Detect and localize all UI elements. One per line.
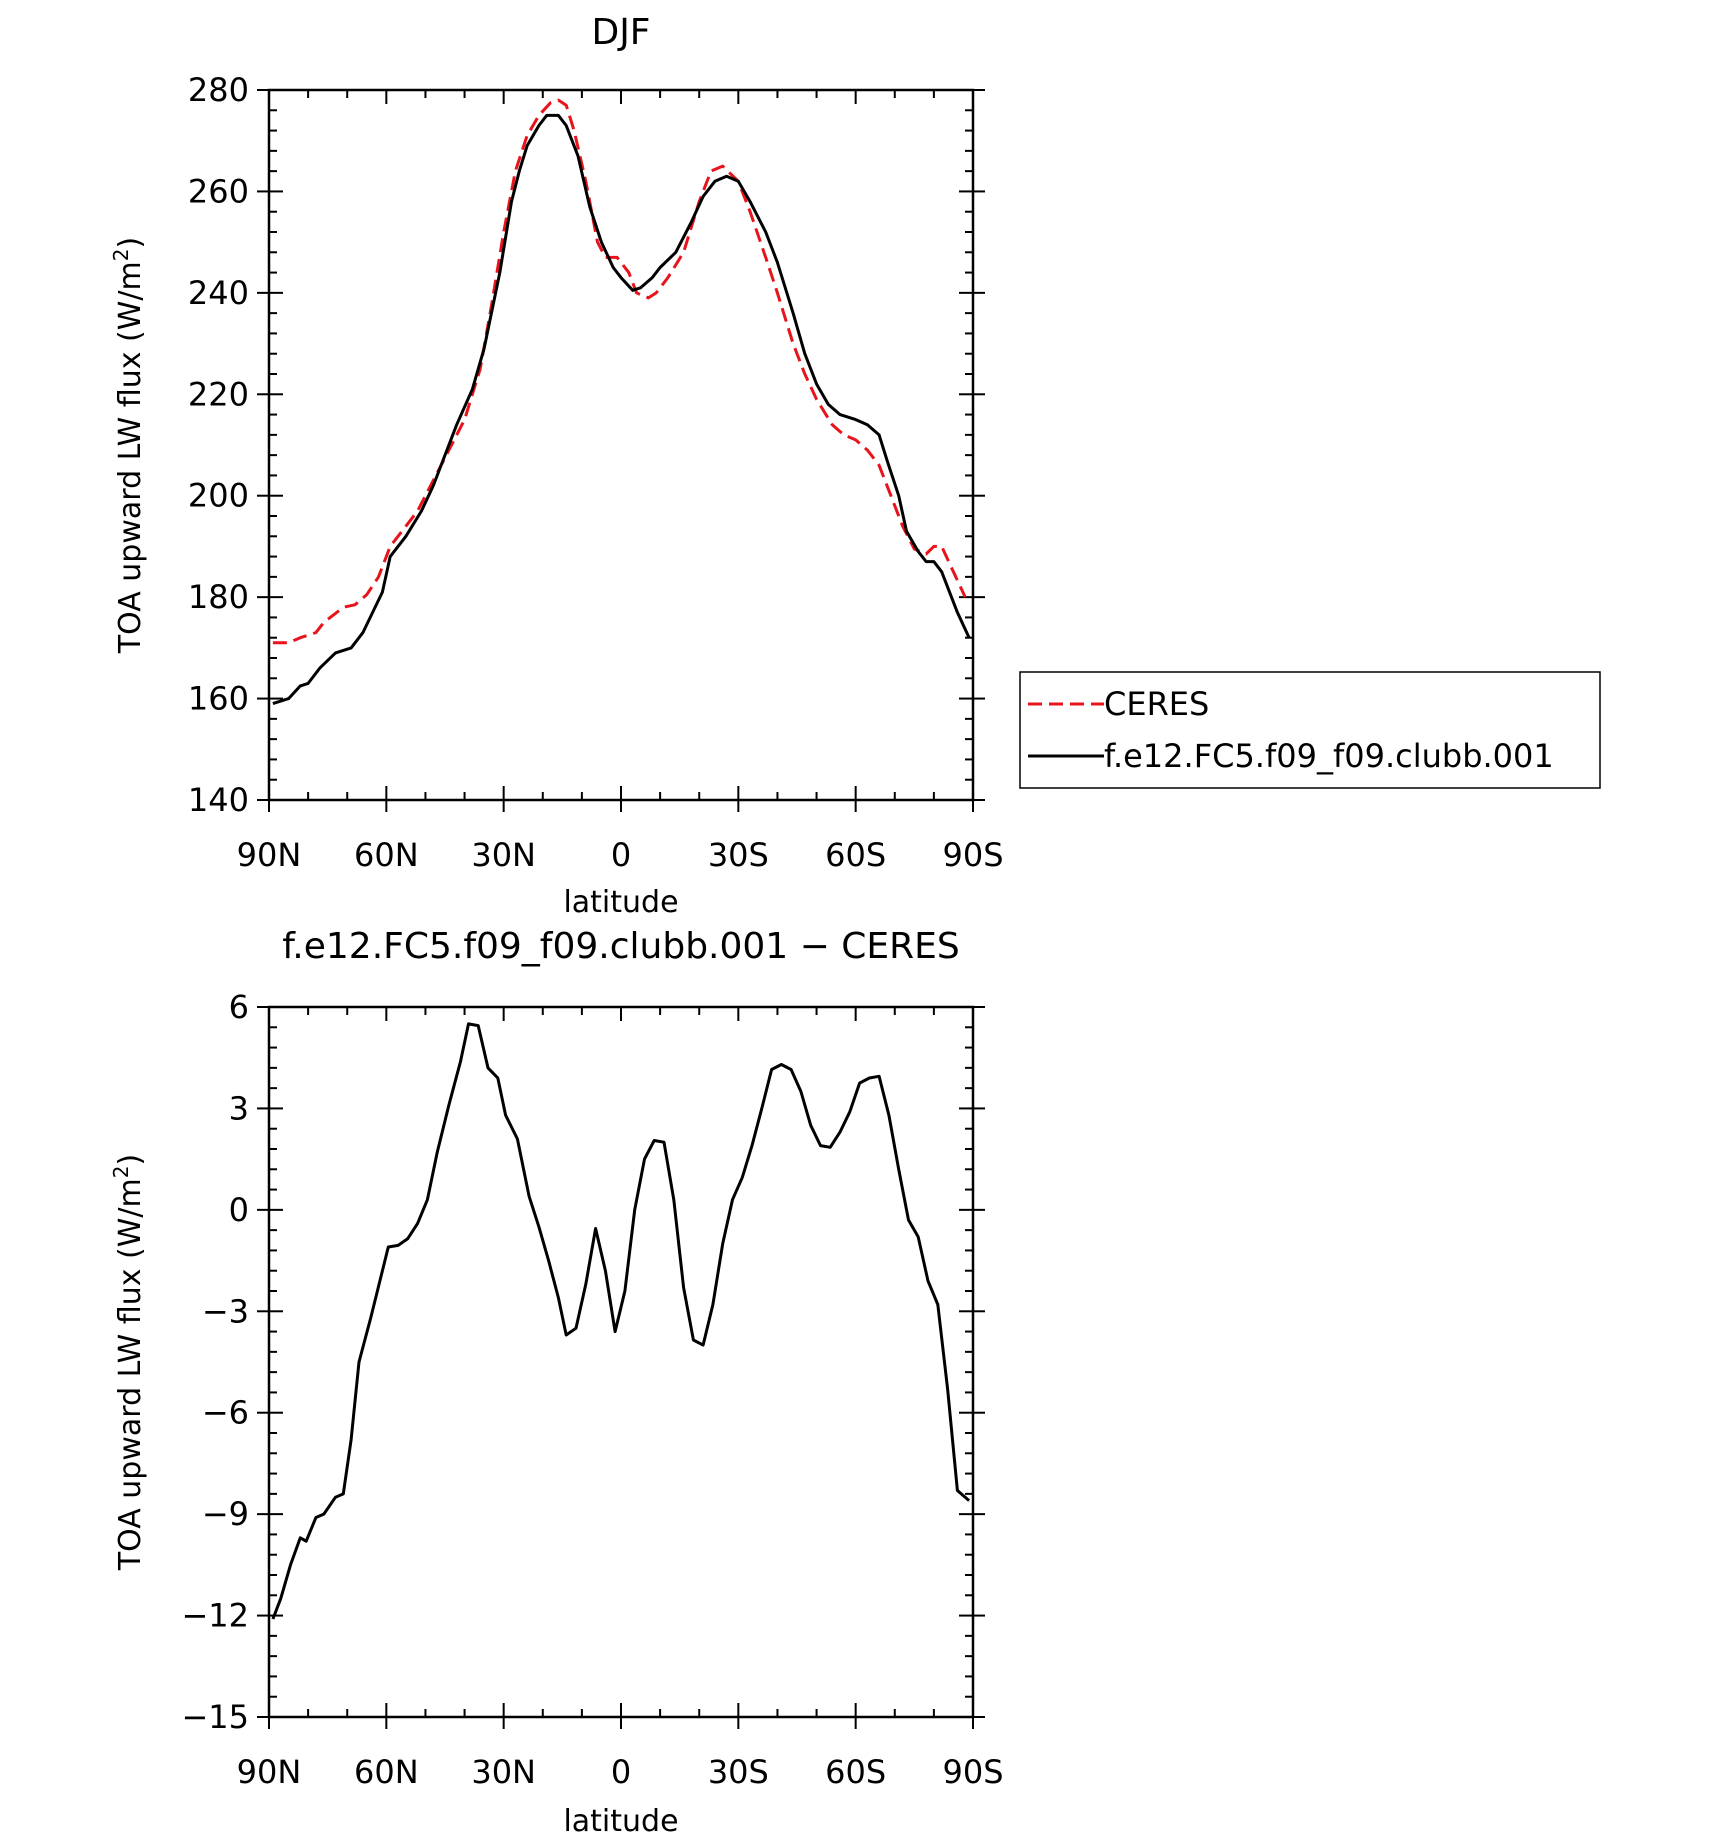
chart-1-y-axis-label-sup: 2 [109,249,133,262]
chart-1-title: DJF [591,12,650,53]
chart-1-x-tick-label: 0 [611,836,631,874]
chart-2-y-tick-label: −6 [202,1394,249,1432]
chart-1-series-line-model [272,113,971,706]
chart-2-x-tick-label: 0 [611,1753,631,1791]
chart-2-x-tick-label: 30S [708,1753,769,1791]
chart-2-series-line-model [271,1022,971,1620]
panel-top: DJF 90N 60N 30N 0 30S 60S 90S 140 160 180 200 220 240… [109,12,1601,920]
chart-1-x-tick-label: 90S [942,836,1003,874]
chart-1-y-tick-label: 220 [188,375,249,413]
chart-2-x-tick-label: 90N [237,1753,302,1791]
chart-1-x-tick-label: 90N [237,836,302,874]
chart-1-x-tick-label: 30S [708,836,769,874]
chart-2-y-tick-label: 3 [229,1089,249,1127]
chart-1-y-axis-label-tail: ) [113,237,148,249]
chart-1-y-axis-label: TOA upward LW flux (W/m2) [109,237,148,654]
chart-2-x-tick-label: 30N [471,1753,536,1791]
legend-label: CERES [1104,685,1209,723]
chart-2-y-axis-label-sup: 2 [109,1166,133,1179]
chart-1-y-axis-label-main: TOA upward LW flux (W/m [113,261,148,654]
chart-2-y-tick-label: 0 [229,1191,249,1229]
chart-2-title: f.e12.FC5.f09_f09.clubb.001 − CERES [282,926,960,967]
chart-2-y-axis-label-main: TOA upward LW flux (W/m [113,1178,148,1571]
chart-2-x-tick-label: 60N [354,1753,419,1791]
chart-2-y-axis-label: TOA upward LW flux (W/m2) [109,1154,148,1571]
chart-2-y-tick-label: −3 [202,1292,249,1330]
chart-1-y-tick-label: 240 [188,274,249,312]
legend-label: f.e12.FC5.f09_f09.clubb.001 [1104,737,1554,775]
chart-1-x-tick-label: 30N [471,836,536,874]
chart-2-x-tick-label: 90S [942,1753,1003,1791]
chart-2-y-tick-label: −9 [202,1495,249,1533]
chart-1-series-line-ceres [272,98,967,645]
chart-2-y-tick-label: 6 [229,988,249,1026]
chart-1-y-tick-label: 260 [188,172,249,210]
chart-2-y-tick-label: −15 [181,1698,249,1736]
legend: CERES f.e12.FC5.f09_f09.clubb.001 [1019,671,1601,789]
chart-1-y-tick-label: 280 [188,71,249,109]
chart-2-y-tick-label: −12 [181,1597,249,1635]
chart-2-plot-frame [267,1005,975,1719]
legend-box [1019,671,1601,789]
chart-1-y-tick-label: 200 [188,477,249,515]
chart-1-y-tick-label: 180 [188,578,249,616]
chart-1-y-tick-label: 160 [188,680,249,718]
chart-2-y-axis-label-tail: ) [113,1154,148,1166]
chart-1-x-axis-label: latitude [563,885,678,920]
chart-1-plot-frame [267,88,975,802]
chart-1-x-tick-label: 60S [825,836,886,874]
chart-2-x-axis-label: latitude [563,1804,678,1839]
chart-2-x-tick-label: 60S [825,1753,886,1791]
chart-1-x-tick-label: 60N [354,836,419,874]
chart-1-y-tick-label: 140 [188,781,249,819]
